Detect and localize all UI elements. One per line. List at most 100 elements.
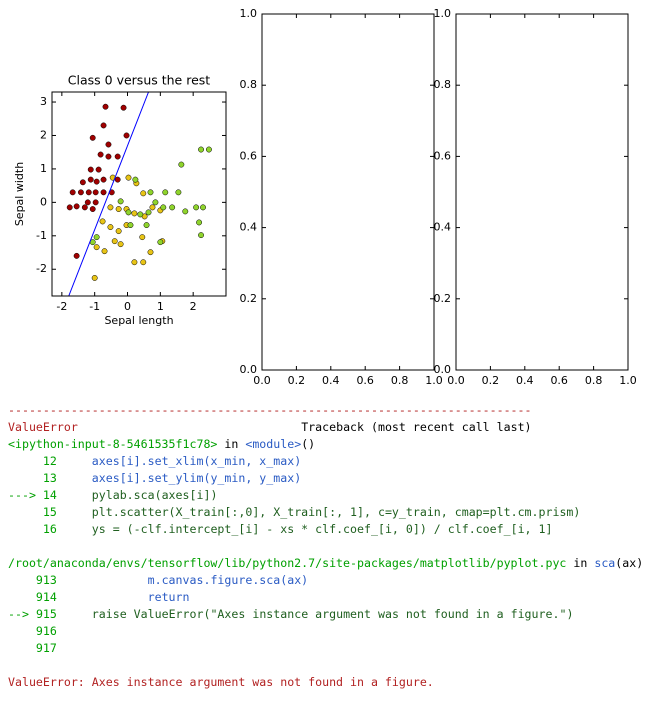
line-number: 12 xyxy=(42,454,57,468)
point xyxy=(140,259,147,266)
point xyxy=(93,178,100,185)
frame-args: () xyxy=(301,437,316,451)
y-tick-label: 0.6 xyxy=(434,149,452,162)
x-tick-label: 0.2 xyxy=(482,374,500,387)
point xyxy=(87,176,94,183)
point xyxy=(93,234,100,241)
line-marker: --> xyxy=(8,607,29,621)
point xyxy=(73,203,80,210)
point xyxy=(131,259,138,266)
point xyxy=(97,151,104,158)
axes-frame xyxy=(261,13,435,371)
line-marker: ---> xyxy=(8,488,36,502)
code-line: ys = (-clf.intercept_[i] - xs * clf.coef… xyxy=(91,522,553,536)
x-tick-label: -2 xyxy=(56,300,67,313)
point xyxy=(93,244,100,251)
line-number: 14 xyxy=(42,488,57,502)
point xyxy=(117,198,124,205)
traceback-header: Traceback (most recent call last) xyxy=(301,420,532,434)
x-tick-label: -1 xyxy=(89,300,100,313)
frame-in: in xyxy=(573,556,588,570)
point xyxy=(100,176,107,183)
point xyxy=(107,204,114,211)
point xyxy=(169,204,176,211)
x-axis-label: Sepal length xyxy=(104,314,173,327)
point xyxy=(114,176,121,183)
y-tick-label: 1.0 xyxy=(240,7,258,20)
point xyxy=(123,132,130,139)
x-tick-label: 2 xyxy=(190,300,197,313)
point xyxy=(107,224,114,231)
point xyxy=(182,208,189,215)
point xyxy=(87,166,94,173)
x-tick-label: 1 xyxy=(157,300,164,313)
point xyxy=(111,238,118,245)
frame-file: <ipython-input-8-5461535f1c78> xyxy=(8,437,218,451)
point xyxy=(157,239,164,246)
point xyxy=(99,218,106,225)
line-number: 915 xyxy=(35,607,57,621)
line xyxy=(68,92,149,296)
y-tick-label: 0 xyxy=(40,195,47,208)
line-number: 916 xyxy=(35,624,57,638)
point xyxy=(117,241,124,248)
point xyxy=(92,189,99,196)
line-number: 13 xyxy=(42,471,57,485)
error-name: ValueError xyxy=(8,420,78,434)
x-tick-label: 0.0 xyxy=(253,374,271,387)
y-tick-label: 0.4 xyxy=(434,221,452,234)
point xyxy=(66,204,73,211)
point xyxy=(137,211,144,218)
frame-func: <module> xyxy=(245,437,302,451)
separator: ----------------------------------------… xyxy=(8,403,532,417)
point xyxy=(178,161,185,168)
y-tick-label: 0.8 xyxy=(240,78,258,91)
point xyxy=(162,189,169,196)
point xyxy=(100,122,107,129)
frame-file: /root/anaconda/envs/tensorflow/lib/pytho… xyxy=(8,556,567,570)
point xyxy=(92,199,99,206)
point xyxy=(139,234,146,241)
point xyxy=(140,190,147,197)
point xyxy=(160,204,167,211)
point xyxy=(85,189,92,196)
x-tick-label: 0.6 xyxy=(356,374,374,387)
code-line: axes[i].set_xlim(x_min, x_max) xyxy=(91,454,302,468)
code-line: return xyxy=(91,590,190,604)
y-tick-label: 0.0 xyxy=(434,363,452,376)
point xyxy=(198,146,204,153)
axes-frame xyxy=(51,91,227,297)
code-line: m.canvas.figure.sca(ax) xyxy=(91,573,309,587)
y-tick-label: 0.8 xyxy=(434,78,452,91)
point xyxy=(149,204,156,211)
x-tick-label: 0.2 xyxy=(288,374,306,387)
point xyxy=(175,189,182,196)
point xyxy=(69,189,76,196)
point xyxy=(125,209,132,216)
y-tick-label: 3 xyxy=(40,95,47,108)
point xyxy=(81,204,88,211)
x-tick-label: 0.4 xyxy=(322,374,340,387)
error-message: ValueError: Axes instance argument was n… xyxy=(8,675,434,689)
y-tick-label: 0.0 xyxy=(240,363,258,376)
line-number: 917 xyxy=(35,641,57,655)
point xyxy=(120,104,127,111)
x-tick-label: 0.6 xyxy=(550,374,568,387)
point xyxy=(114,153,121,160)
point xyxy=(91,274,98,281)
point xyxy=(84,199,91,206)
line-number: 913 xyxy=(35,573,57,587)
y-tick-label: -1 xyxy=(36,229,47,242)
y-axis-label: Sepal width xyxy=(13,162,26,226)
point xyxy=(115,228,122,235)
point xyxy=(132,176,139,183)
point xyxy=(143,222,150,229)
x-tick-label: 0.8 xyxy=(391,374,409,387)
x-tick-label: 0 xyxy=(124,300,131,313)
code-line: axes[i].set_ylim(y_min, y_max) xyxy=(91,471,302,485)
point xyxy=(105,141,112,148)
point xyxy=(89,134,96,141)
point xyxy=(95,166,102,173)
point xyxy=(200,204,206,211)
point xyxy=(73,252,80,259)
